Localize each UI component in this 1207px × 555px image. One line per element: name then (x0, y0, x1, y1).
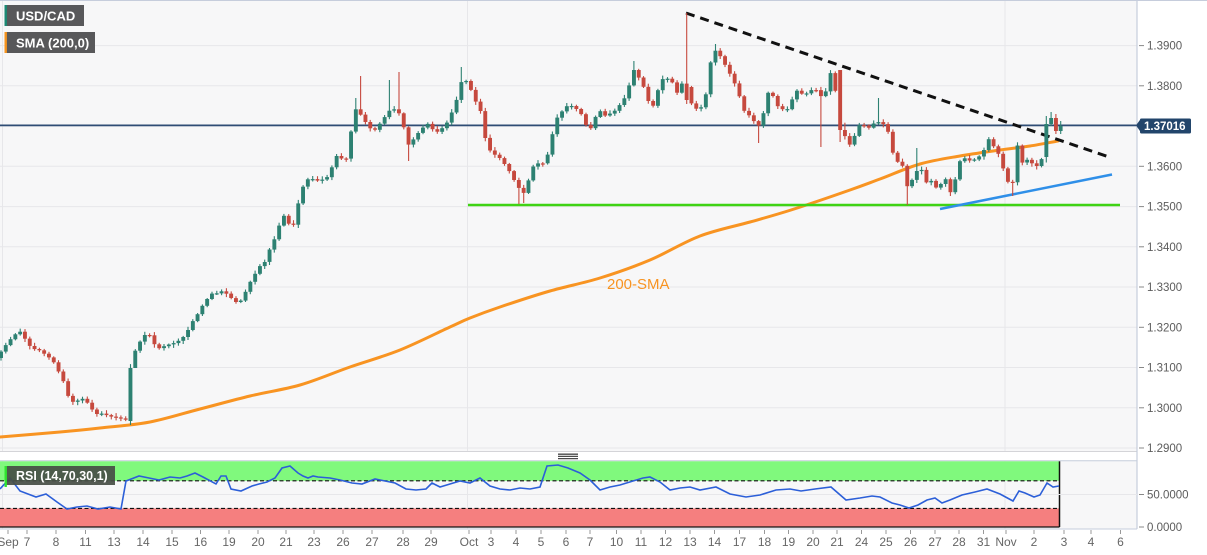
svg-text:28: 28 (396, 535, 410, 549)
svg-text:6: 6 (1117, 535, 1124, 549)
svg-text:10: 10 (610, 535, 624, 549)
svg-text:23: 23 (307, 535, 321, 549)
svg-text:Oct: Oct (460, 535, 479, 549)
svg-text:0.0000: 0.0000 (1147, 522, 1182, 534)
svg-text:1.3500: 1.3500 (1147, 202, 1182, 214)
svg-text:31: 31 (977, 535, 991, 549)
svg-text:16: 16 (194, 535, 208, 549)
svg-text:7: 7 (587, 535, 594, 549)
svg-text:25: 25 (879, 535, 893, 549)
svg-text:3: 3 (1061, 535, 1068, 549)
svg-text:19: 19 (222, 535, 236, 549)
svg-text:27: 27 (365, 535, 379, 549)
svg-text:Sep: Sep (0, 535, 19, 549)
svg-text:26: 26 (336, 535, 350, 549)
svg-text:200-SMA: 200-SMA (607, 276, 670, 293)
svg-text:20: 20 (251, 535, 265, 549)
svg-text:21: 21 (830, 535, 844, 549)
svg-text:11: 11 (635, 535, 648, 549)
svg-text:29: 29 (424, 535, 438, 549)
svg-text:19: 19 (782, 535, 796, 549)
svg-text:USD/CAD: USD/CAD (16, 9, 75, 24)
svg-text:1.3300: 1.3300 (1147, 282, 1182, 294)
svg-text:5: 5 (538, 535, 545, 549)
svg-text:11: 11 (79, 535, 92, 549)
svg-text:1.3200: 1.3200 (1147, 322, 1182, 334)
svg-text:14: 14 (136, 535, 150, 549)
svg-text:1.3600: 1.3600 (1147, 161, 1182, 173)
svg-text:50.0000: 50.0000 (1147, 490, 1189, 502)
svg-text:28: 28 (952, 535, 966, 549)
svg-text:24: 24 (855, 535, 869, 549)
svg-text:1.3000: 1.3000 (1147, 403, 1182, 415)
svg-text:Nov: Nov (995, 535, 1016, 549)
svg-text:1.37016: 1.37016 (1144, 121, 1186, 133)
svg-text:2: 2 (1031, 535, 1038, 549)
svg-text:1.2900: 1.2900 (1147, 443, 1182, 455)
svg-text:13: 13 (683, 535, 697, 549)
svg-text:1.3800: 1.3800 (1147, 81, 1182, 93)
svg-text:15: 15 (165, 535, 179, 549)
svg-text:20: 20 (806, 535, 820, 549)
svg-text:1.3100: 1.3100 (1147, 363, 1182, 375)
svg-text:4: 4 (513, 535, 520, 549)
svg-text:12: 12 (659, 535, 673, 549)
svg-text:RSI (14,70,30,1): RSI (14,70,30,1) (16, 469, 108, 483)
svg-text:26: 26 (904, 535, 918, 549)
svg-text:6: 6 (563, 535, 570, 549)
svg-text:14: 14 (708, 535, 722, 549)
svg-text:1.3900: 1.3900 (1147, 41, 1182, 53)
svg-text:13: 13 (107, 535, 121, 549)
svg-text:21: 21 (279, 535, 293, 549)
svg-text:SMA (200,0): SMA (200,0) (16, 36, 89, 51)
svg-text:27: 27 (928, 535, 942, 549)
svg-text:18: 18 (758, 535, 772, 549)
svg-text:7: 7 (24, 535, 31, 549)
svg-text:4: 4 (1088, 535, 1095, 549)
svg-text:1.3400: 1.3400 (1147, 242, 1182, 254)
svg-text:3: 3 (488, 535, 495, 549)
svg-text:8: 8 (53, 535, 60, 549)
svg-text:17: 17 (733, 535, 747, 549)
